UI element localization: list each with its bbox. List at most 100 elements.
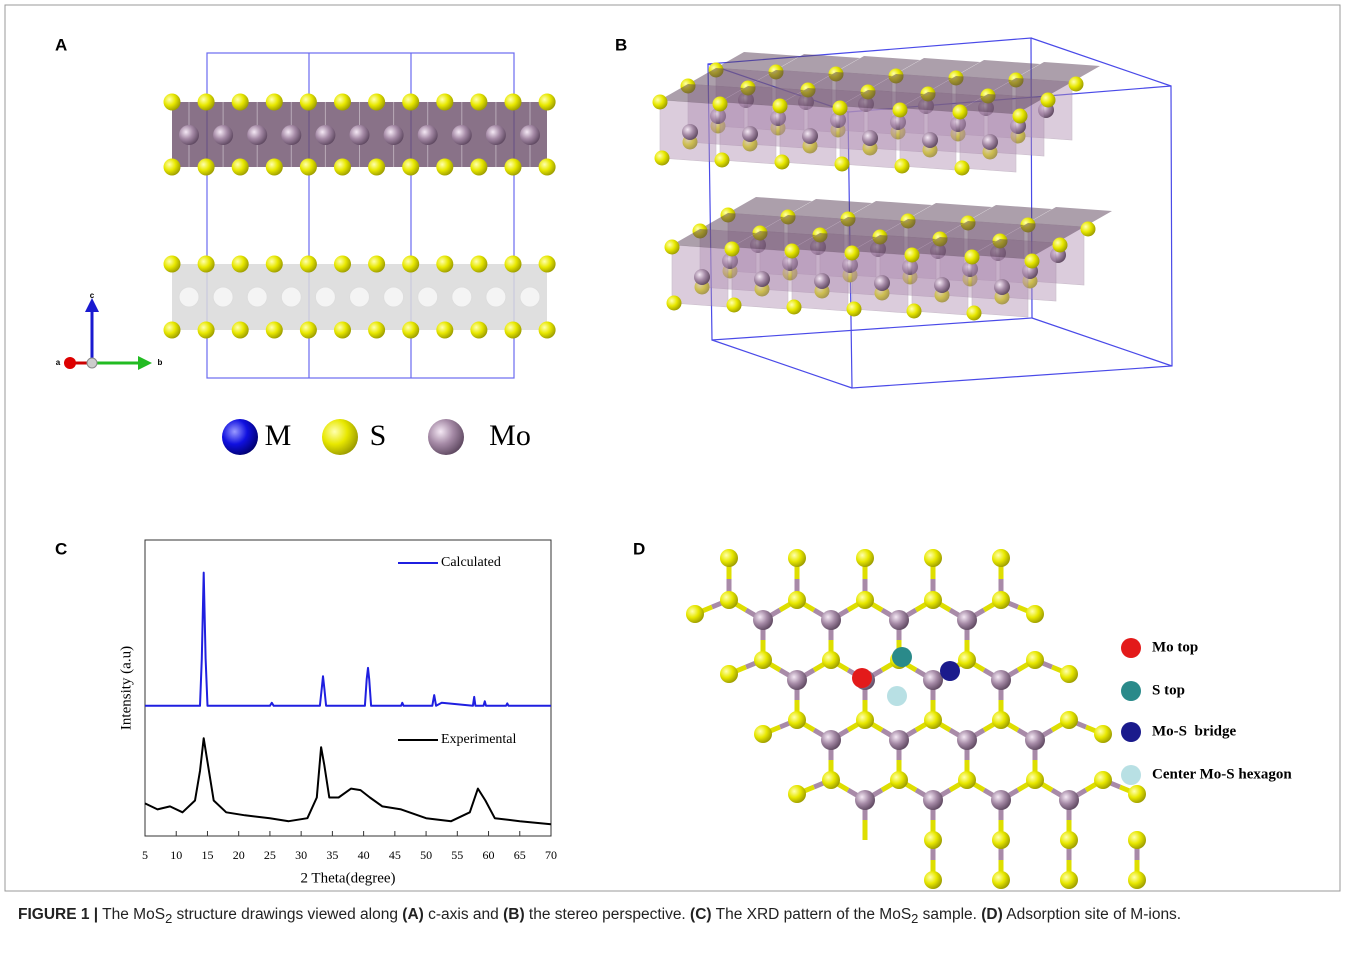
x-tick-label: 70: [545, 848, 557, 862]
atom: [727, 298, 742, 313]
atom: [315, 125, 335, 145]
atom: [539, 94, 556, 111]
x-tick-label: 65: [514, 848, 526, 862]
atom: [720, 549, 738, 567]
atom: [787, 300, 802, 315]
atom: [833, 101, 848, 116]
panel-d: Mo topS topMo-S bridgeCenter Mo-S hexago…: [686, 549, 1292, 889]
x-axis-label: 2 Theta(degree): [300, 870, 395, 886]
atom: [232, 322, 249, 339]
atom: [924, 591, 942, 609]
atom: [300, 94, 317, 111]
atom: [715, 153, 730, 168]
atom: [418, 125, 438, 145]
axis-letter: c: [90, 291, 95, 300]
atom: [402, 159, 419, 176]
atom: [845, 246, 860, 261]
atom: [213, 287, 233, 307]
atom: [1053, 238, 1068, 253]
atom: [1128, 871, 1146, 889]
atom: [754, 725, 772, 743]
atom: [505, 94, 522, 111]
panel-label: A: [55, 35, 67, 54]
atom: [281, 125, 301, 145]
atom: [787, 670, 807, 690]
axis-origin: [87, 358, 97, 368]
x-tick-label: 10: [170, 848, 182, 862]
atom: [505, 322, 522, 339]
legend-label: M: [265, 419, 292, 452]
atom: [334, 159, 351, 176]
atom: [198, 94, 215, 111]
atom: [686, 605, 704, 623]
atom: [742, 126, 758, 142]
atom: [232, 256, 249, 273]
data-line: [145, 573, 551, 706]
atom: [788, 785, 806, 803]
atom: [334, 94, 351, 111]
atom: [1025, 730, 1045, 750]
atom: [934, 277, 950, 293]
atom: [300, 322, 317, 339]
atom: [694, 269, 710, 285]
atom: [922, 132, 938, 148]
atom: [198, 256, 215, 273]
atom: [539, 256, 556, 273]
x-tick-label: 35: [326, 848, 338, 862]
atom: [754, 651, 772, 669]
atom: [754, 271, 770, 287]
atom: [856, 591, 874, 609]
atom: [520, 125, 540, 145]
atom: [1013, 109, 1028, 124]
atom: [198, 159, 215, 176]
data-line: [145, 738, 551, 824]
legend-label: Mo-S bridge: [1152, 723, 1237, 739]
figure: A B C D abcMSMo 510152025303540455055606…: [0, 0, 1346, 974]
atom: [667, 296, 682, 311]
caption-text: (A): [402, 906, 424, 923]
atom: [402, 94, 419, 111]
atom: [1069, 77, 1084, 92]
atom: [266, 322, 283, 339]
x-tick-label: 30: [295, 848, 307, 862]
axis-letter: a: [56, 358, 61, 367]
atom: [1081, 222, 1096, 237]
unit-cell-edge: [1032, 318, 1172, 366]
atom: [855, 790, 875, 810]
atom: [856, 549, 874, 567]
legend-swatch: [1121, 722, 1141, 742]
atom: [436, 256, 453, 273]
atom: [992, 591, 1010, 609]
atom: [924, 549, 942, 567]
caption-text: The XRD pattern of the MoS: [712, 906, 912, 923]
atom: [436, 322, 453, 339]
atom: [164, 322, 181, 339]
atom: [179, 125, 199, 145]
atom: [300, 256, 317, 273]
atom: [164, 159, 181, 176]
atom: [1025, 254, 1040, 269]
atom: [992, 831, 1010, 849]
adsorption-site: [887, 686, 907, 706]
atom: [281, 287, 301, 307]
atom: [1060, 711, 1078, 729]
caption-text: (D): [981, 906, 1003, 923]
atom: [470, 159, 487, 176]
atom: [222, 419, 258, 455]
panel-label: C: [55, 539, 67, 558]
atom: [1041, 93, 1056, 108]
axis-arrow-head: [138, 356, 152, 370]
x-tick-label: 45: [389, 848, 401, 862]
atom: [1059, 790, 1079, 810]
atom: [874, 275, 890, 291]
atom: [992, 871, 1010, 889]
atom: [1128, 831, 1146, 849]
atom: [982, 134, 998, 150]
atom: [753, 610, 773, 630]
atom: [958, 651, 976, 669]
atom: [955, 161, 970, 176]
atom: [1060, 665, 1078, 683]
atom: [775, 155, 790, 170]
atom: [802, 128, 818, 144]
